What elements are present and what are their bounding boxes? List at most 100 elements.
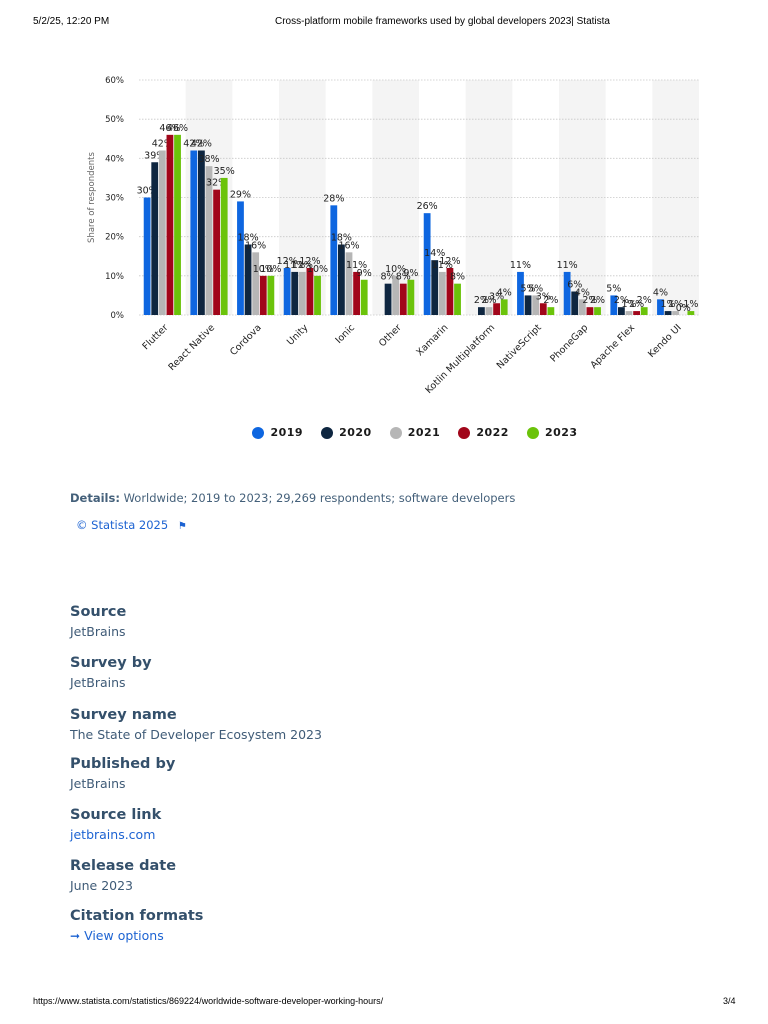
- data-label: 1%: [668, 299, 683, 310]
- bar-2022: [539, 303, 547, 315]
- legend-label: 2021: [407, 426, 441, 439]
- data-label: 9%: [357, 268, 372, 279]
- data-label: 1%: [661, 299, 676, 310]
- print-date: 5/2/25, 12:20 PM: [33, 16, 110, 27]
- meta-release-date: Release date June 2023: [70, 858, 176, 893]
- meta-value: The State of Developer Ecosystem 2023: [70, 727, 322, 742]
- bar-2019: [563, 271, 571, 315]
- meta-citation-formats: Citation formats ➞ View options: [70, 908, 203, 943]
- print-page-title: Cross-platform mobile frameworks used by…: [275, 16, 610, 27]
- bar-2021: [205, 166, 213, 315]
- legend-dot-2023: [526, 426, 539, 439]
- legend-item-2019[interactable]: 2019: [252, 426, 303, 439]
- data-label: 2%: [474, 295, 489, 306]
- data-label: 42%: [183, 139, 204, 150]
- bar-2022: [353, 271, 360, 315]
- bar-2022: [259, 275, 267, 315]
- legend-item-2021[interactable]: 2021: [389, 426, 441, 439]
- data-label: 5%: [528, 283, 543, 294]
- bar-2021: [252, 252, 260, 315]
- data-label: 11%: [292, 260, 313, 271]
- citation-view-options[interactable]: ➞ View options: [70, 928, 203, 943]
- bar-2019: [237, 201, 244, 315]
- copyright-link[interactable]: © Statista 2025 ⚑: [76, 518, 187, 532]
- x-tick-label: PhoneGap: [548, 322, 590, 364]
- bar-2021: [298, 271, 306, 315]
- meta-label: Source: [70, 604, 127, 620]
- bar-2022: [166, 134, 174, 315]
- data-label: 10%: [260, 264, 281, 275]
- bar-chart: 0% 10% 20% 30% 40% 50% 60% Share of respondents…: [87, 76, 699, 396]
- legend-dot-2021: [389, 426, 402, 439]
- data-label: 12%: [277, 256, 298, 267]
- data-label: 10%: [253, 264, 274, 275]
- data-label: 14%: [424, 248, 445, 259]
- legend-item-2020[interactable]: 2020: [321, 426, 372, 439]
- x-tick-label: Xamarin: [414, 322, 450, 358]
- bar-2023: [640, 307, 648, 315]
- bar-2019: [517, 271, 524, 315]
- bar-2023: [314, 275, 321, 315]
- data-label: 4%: [497, 287, 512, 298]
- data-label: 4%: [575, 287, 590, 298]
- bar-2021: [578, 299, 586, 315]
- data-label: 11%: [557, 260, 578, 271]
- meta-value-wrap: jetbrains.com: [70, 827, 161, 842]
- bar-2019: [657, 299, 664, 315]
- flag-icon[interactable]: ⚑: [177, 521, 187, 532]
- bar-2021: [532, 295, 540, 315]
- data-label: 2%: [637, 295, 652, 306]
- data-label: 26%: [417, 201, 438, 212]
- meta-label: Citation formats: [70, 908, 204, 924]
- meta-survey-by: Survey by JetBrains: [70, 655, 152, 690]
- meta-label: Survey name: [70, 707, 177, 723]
- meta-source-link: Source link jetbrains.com: [70, 807, 161, 842]
- bar-2022: [306, 268, 314, 315]
- data-label: 16%: [338, 240, 359, 251]
- bar-2020: [151, 162, 159, 315]
- source-link[interactable]: jetbrains.com: [70, 827, 156, 842]
- data-label: 6%: [567, 280, 582, 291]
- legend-dot-2020: [321, 426, 334, 439]
- data-label: 10%: [307, 264, 328, 275]
- chart-legend: 2019 2020 2021 2022 2023: [0, 426, 768, 439]
- data-label: 39%: [144, 150, 165, 161]
- bar-2020: [571, 291, 579, 315]
- x-tick-label: Kendo UI: [646, 322, 684, 360]
- bar-2023: [594, 307, 601, 315]
- y-tick-label: 60%: [105, 76, 124, 86]
- legend-item-2022[interactable]: 2022: [458, 426, 509, 439]
- bar-2021: [345, 252, 353, 315]
- bar-2019: [610, 295, 618, 315]
- bar-2020: [431, 260, 439, 315]
- bar-2023: [267, 275, 275, 315]
- data-label: 42%: [191, 139, 212, 150]
- data-label: 18%: [331, 233, 352, 244]
- data-label: 28%: [323, 193, 344, 204]
- x-tick-label: Unity: [285, 322, 311, 348]
- y-axis-title: Share of respondents: [87, 152, 97, 243]
- arrow-right-icon: ➞: [70, 929, 81, 943]
- meta-value: JetBrains: [70, 624, 126, 639]
- legend-item-2023[interactable]: 2023: [526, 426, 578, 439]
- data-label: 2%: [614, 295, 629, 306]
- data-label: 12%: [439, 256, 460, 267]
- view-options-link[interactable]: View options: [84, 928, 164, 943]
- data-label: 11%: [510, 260, 531, 271]
- meta-label: Release date: [70, 858, 177, 874]
- bar-2022: [213, 189, 220, 315]
- bar-2019: [190, 150, 198, 315]
- meta-source: Source JetBrains: [70, 604, 126, 639]
- chart-details: Details: Worldwide; 2019 to 2023; 29,269…: [70, 491, 515, 505]
- data-label: 1%: [621, 299, 636, 310]
- bar-2020: [198, 150, 205, 315]
- data-label: 11%: [432, 260, 453, 271]
- legend-dot-2022: [458, 426, 471, 439]
- data-label: 29%: [230, 189, 251, 200]
- legend-label: 2022: [476, 426, 509, 439]
- bar-2023: [220, 177, 228, 315]
- data-label: 18%: [238, 233, 259, 244]
- x-tick-label: Flutter: [141, 322, 171, 352]
- legend-label: 2023: [544, 426, 578, 439]
- data-label: 11%: [284, 260, 305, 271]
